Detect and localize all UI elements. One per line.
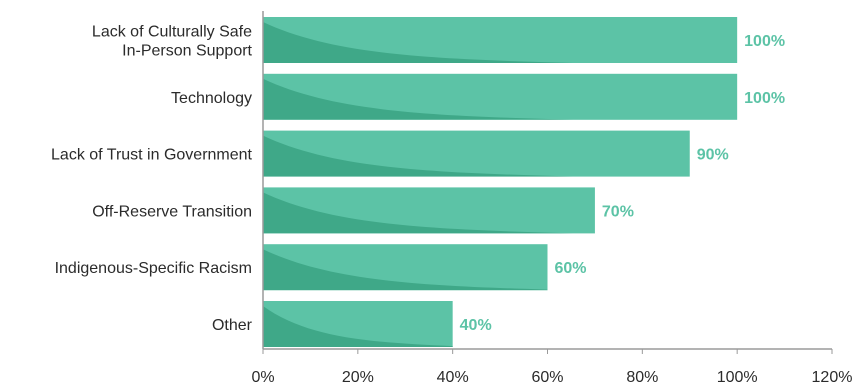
x-tick-label-2: 40%	[437, 369, 469, 386]
category-label-1: Technology	[171, 90, 252, 107]
category-label-3: Off-Reserve Transition	[92, 203, 252, 220]
category-label-5: Other	[212, 317, 253, 334]
bar-2	[263, 130, 690, 177]
x-tick-label-6: 120%	[812, 369, 853, 386]
value-label-4: 60%	[555, 260, 587, 277]
bar-0	[263, 17, 738, 63]
bar-shade	[263, 22, 573, 63]
bar-shade	[263, 306, 453, 347]
bars-group	[263, 17, 738, 347]
bar-shade	[263, 135, 573, 177]
bar-shade	[263, 78, 573, 120]
category-label-0-line-0: Lack of Culturally Safe	[92, 24, 252, 41]
x-tick-label-5: 100%	[717, 369, 758, 386]
bar-4	[263, 244, 548, 291]
category-label-2: Lack of Trust in Government	[51, 147, 253, 164]
category-labels: Lack of Culturally Safe In-Person Support…	[51, 24, 253, 335]
category-label-4: Indigenous-Specific Racism	[55, 260, 252, 277]
value-label-0: 100%	[744, 33, 785, 50]
bar-shade	[263, 249, 548, 291]
value-labels: 100% 100% 90% 70% 60% 40%	[460, 33, 785, 334]
value-label-3: 70%	[602, 203, 634, 220]
x-tick-label-0: 0%	[251, 369, 274, 386]
bar-shade	[263, 192, 573, 234]
x-tick-label-1: 20%	[342, 369, 374, 386]
bar-1	[263, 73, 738, 120]
value-label-1: 100%	[744, 90, 785, 107]
x-tick-label-4: 80%	[626, 369, 658, 386]
value-label-5: 40%	[460, 317, 492, 334]
x-tick-label-3: 60%	[531, 369, 563, 386]
axes: 0% 20% 40% 60% 80% 100% 120%	[251, 11, 852, 386]
value-label-2: 90%	[697, 147, 729, 164]
bar-3	[263, 187, 595, 234]
category-label-0-line-1: In-Person Support	[122, 43, 252, 60]
bar-5	[263, 301, 453, 347]
